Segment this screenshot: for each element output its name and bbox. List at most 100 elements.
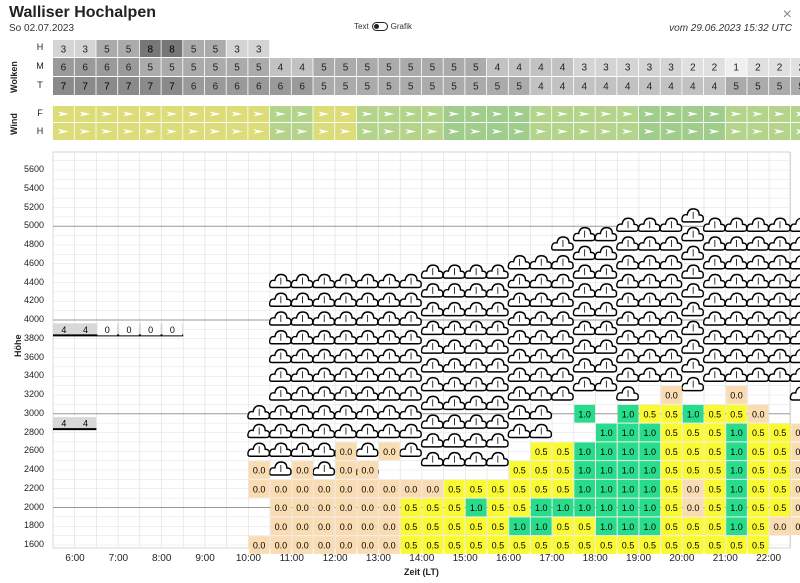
wind-arrow-icon bbox=[556, 129, 568, 134]
x-axis-title: Zeit (LT) bbox=[404, 567, 439, 577]
cloud-cover-cell bbox=[313, 77, 335, 95]
cloud-icon bbox=[399, 442, 422, 457]
thermal-value: 0.5 bbox=[492, 541, 505, 551]
cloud-cover-cell bbox=[139, 40, 161, 57]
thermal-value: 0.0 bbox=[296, 484, 309, 494]
wind-arrow-icon bbox=[101, 129, 113, 134]
cloud-cover-cell bbox=[747, 58, 769, 76]
thermal-cell bbox=[661, 517, 682, 536]
thermal-cell bbox=[552, 442, 574, 461]
thermal-value: 1.0 bbox=[643, 484, 656, 494]
thermal-cell bbox=[530, 442, 552, 461]
thermal-cell bbox=[596, 461, 617, 479]
thermal-cell bbox=[313, 479, 335, 498]
cloud-icon bbox=[551, 330, 574, 345]
cloud-cover-cell bbox=[248, 77, 270, 95]
thermal-cell bbox=[617, 442, 639, 461]
cloud-cover-value: 3 bbox=[581, 63, 587, 74]
thermal-value: 0.0 bbox=[340, 466, 353, 476]
cloud-cover-cell bbox=[617, 58, 639, 76]
cloud-cover-value: 6 bbox=[256, 82, 262, 93]
thermal-cell bbox=[596, 498, 617, 517]
cloud-cover-cell bbox=[161, 40, 183, 57]
wind-arrow-icon bbox=[209, 111, 221, 117]
thermal-cell bbox=[422, 498, 444, 517]
cloud-icon bbox=[485, 320, 509, 336]
cloud-cover-cell bbox=[183, 77, 205, 95]
wind-arrow-icon bbox=[209, 129, 221, 134]
cloud-icon bbox=[399, 367, 422, 382]
thermal-value: 0.5 bbox=[405, 522, 418, 532]
cloud-cover-value: 5 bbox=[256, 63, 262, 74]
thermal-value: 0.5 bbox=[752, 522, 765, 532]
thermal-cell bbox=[661, 404, 682, 423]
cloud-icon bbox=[399, 405, 422, 420]
thermal-cell bbox=[530, 517, 552, 536]
x-tick-label: 21:00 bbox=[712, 553, 738, 564]
cloud-cover-cell bbox=[291, 58, 313, 76]
thermal-cell bbox=[682, 498, 704, 517]
cloud-cover-cell bbox=[270, 77, 291, 95]
cloud-icon bbox=[659, 236, 683, 251]
cloud-icon bbox=[594, 226, 618, 242]
cloud-cover-value: 4 bbox=[668, 82, 674, 93]
cloud-cover-cell bbox=[725, 77, 747, 95]
thermal-cell bbox=[791, 461, 800, 479]
cloud-cover-value: 4 bbox=[603, 82, 609, 93]
thermal-cell bbox=[313, 517, 335, 536]
cloud-base-value: 0 bbox=[148, 325, 153, 335]
thermal-cell bbox=[682, 423, 704, 442]
cloud-cover-cell bbox=[508, 77, 530, 95]
thermal-cell bbox=[639, 498, 661, 517]
wind-arrow-icon bbox=[448, 111, 460, 117]
thermal-cell bbox=[444, 517, 465, 536]
thermal-value: 0.5 bbox=[752, 484, 765, 494]
thermal-value: 0.0 bbox=[275, 522, 288, 532]
thermal-cell bbox=[639, 479, 661, 498]
thermal-cell bbox=[444, 536, 465, 554]
cloud-cover-cell bbox=[248, 40, 270, 57]
thermal-cell bbox=[530, 479, 552, 498]
cloud-icon bbox=[789, 367, 800, 382]
cloud-icon bbox=[399, 423, 422, 439]
cloud-cover-value: 4 bbox=[278, 63, 284, 74]
thermal-cell bbox=[509, 498, 530, 517]
thermal-value: 0.0 bbox=[296, 466, 309, 476]
cloud-cover-value: 4 bbox=[516, 63, 522, 74]
wind-arrow-icon bbox=[535, 111, 547, 117]
cloud-cover-cell bbox=[96, 40, 118, 57]
thermal-cell bbox=[335, 536, 357, 554]
thermal-cell bbox=[487, 517, 509, 536]
wind-arrow-icon bbox=[274, 129, 286, 134]
thermal-cell bbox=[400, 517, 422, 536]
thermal-cell bbox=[726, 404, 747, 423]
cloud-icon bbox=[485, 395, 509, 411]
cloud-base-value: 0 bbox=[105, 325, 110, 335]
thermal-cell bbox=[726, 479, 747, 498]
thermal-cell bbox=[574, 442, 595, 461]
cloud-cover-cell bbox=[161, 58, 183, 76]
cloud-cover-value: 5 bbox=[343, 63, 349, 74]
wind-arrow-icon bbox=[513, 129, 525, 134]
cloud-cover-cell bbox=[595, 58, 617, 76]
cloud-cover-value: 2 bbox=[690, 63, 696, 74]
close-icon[interactable]: × bbox=[782, 6, 792, 23]
cloud-cover-value: 5 bbox=[364, 82, 370, 93]
cloud-cover-value: 5 bbox=[213, 45, 219, 56]
x-tick-label: 9:00 bbox=[195, 553, 215, 564]
thermal-value: 0.0 bbox=[318, 541, 331, 551]
thermal-cell bbox=[379, 536, 400, 554]
thermal-cell bbox=[639, 423, 661, 442]
thermal-value: 0.5 bbox=[643, 409, 656, 419]
cloud-icon bbox=[594, 264, 618, 279]
cloud-cover-value: 4 bbox=[625, 82, 631, 93]
x-tick-label: 13:00 bbox=[365, 553, 391, 564]
wind-arrow-icon bbox=[773, 129, 785, 134]
cloud-icon bbox=[789, 330, 800, 345]
view-toggle-switch[interactable] bbox=[371, 22, 388, 31]
thermal-cell bbox=[574, 498, 595, 517]
cloud-cover-value: 6 bbox=[104, 63, 110, 74]
thermal-cell bbox=[574, 517, 595, 536]
cloud-cover-value: 3 bbox=[256, 45, 262, 56]
